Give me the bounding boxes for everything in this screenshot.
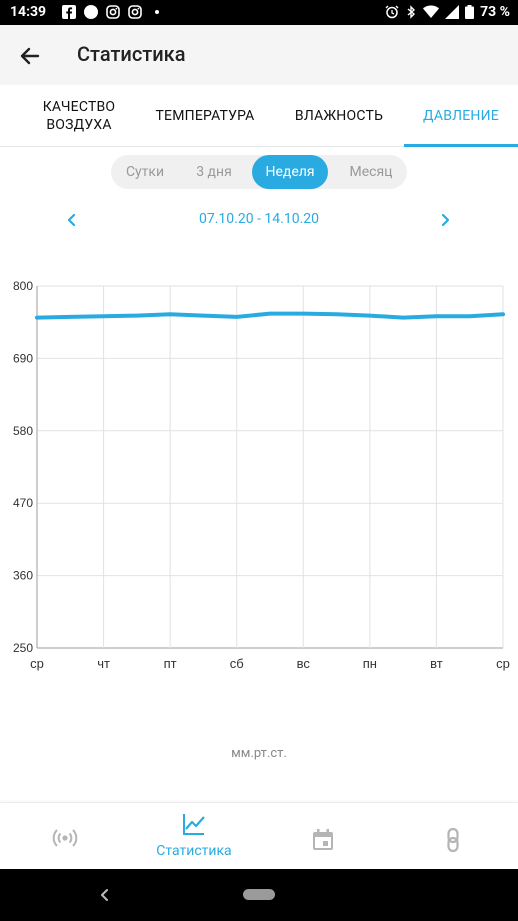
circle-icon: [84, 5, 98, 19]
dot-icon: [155, 10, 159, 14]
y-tick-label: 690: [13, 351, 33, 365]
instagram-icon: [128, 5, 142, 19]
period-week[interactable]: Неделя: [252, 155, 328, 189]
link-icon: [447, 827, 459, 853]
x-tick-label: ср: [30, 656, 44, 671]
y-tick-label: 580: [13, 424, 33, 438]
wifi-icon: [423, 5, 440, 18]
tab-air-quality[interactable]: КАЧЕСТВО ВОЗДУХА: [42, 99, 116, 133]
notification-icons: [62, 5, 164, 19]
nav-link[interactable]: [388, 803, 518, 870]
system-home-pill[interactable]: [243, 889, 275, 900]
unit-label: мм.рт.ст.: [231, 746, 287, 761]
chevron-left-icon[interactable]: [63, 211, 81, 229]
nav-calendar[interactable]: [258, 803, 388, 870]
system-status: 73 %: [385, 4, 510, 20]
calendar-icon: [313, 829, 333, 850]
chevron-right-icon[interactable]: [436, 211, 454, 229]
y-tick-label: 360: [13, 569, 33, 583]
x-tick-label: ср: [496, 656, 510, 671]
x-tick-label: вс: [297, 656, 311, 671]
period-selector: Сутки 3 дня Неделя Месяц: [111, 155, 407, 189]
system-navigation-bar: [0, 869, 518, 921]
signal-icon: [445, 5, 460, 19]
nav-statistics-label: Статистика: [156, 843, 232, 859]
tab-pressure[interactable]: ДАВЛЕНИЕ: [423, 108, 499, 124]
bluetooth-icon: [407, 5, 416, 19]
alarm-icon: [385, 5, 399, 19]
tab-bar: КАЧЕСТВО ВОЗДУХА ТЕМПЕРАТУРА ВЛАЖНОСТЬ Д…: [0, 85, 518, 147]
x-tick-label: вт: [430, 656, 443, 671]
y-tick-label: 250: [13, 641, 33, 655]
period-3-days[interactable]: 3 дня: [196, 164, 232, 180]
x-tick-label: сб: [230, 656, 244, 671]
period-month[interactable]: Месяц: [349, 164, 393, 180]
status-bar: 14:39 73 %: [0, 0, 518, 25]
date-range: 07.10.20 - 14.10.20: [199, 211, 319, 227]
facebook-icon: [62, 5, 76, 19]
x-tick-label: пт: [164, 656, 177, 671]
battery-percent: 73 %: [480, 4, 510, 20]
nav-devices[interactable]: [0, 803, 130, 870]
status-time: 14:39: [10, 4, 47, 20]
instagram-icon: [106, 5, 120, 19]
battery-icon: [465, 5, 475, 19]
date-navigation: 07.10.20 - 14.10.20: [0, 205, 518, 235]
bottom-navigation: Статистика: [0, 802, 518, 869]
tab-humidity[interactable]: ВЛАЖНОСТЬ: [294, 108, 384, 124]
back-arrow-icon[interactable]: [14, 41, 44, 71]
system-back-icon[interactable]: [98, 887, 112, 903]
y-tick-label: 470: [13, 496, 33, 510]
x-tick-label: чт: [97, 656, 110, 671]
y-tick-label: 800: [13, 279, 33, 293]
sensor-broadcast-icon: [52, 829, 78, 847]
tab-temperature[interactable]: ТЕМПЕРАТУРА: [155, 108, 255, 124]
period-day[interactable]: Сутки: [125, 164, 165, 180]
app-bar: Статистика: [0, 25, 518, 85]
page-title: Статистика: [77, 42, 186, 66]
active-tab-indicator: [404, 144, 518, 147]
nav-statistics[interactable]: Статистика: [129, 803, 259, 870]
pressure-series-line: [35, 311, 505, 320]
x-tick-label: пн: [363, 656, 377, 671]
chart-line-icon: [183, 814, 205, 835]
